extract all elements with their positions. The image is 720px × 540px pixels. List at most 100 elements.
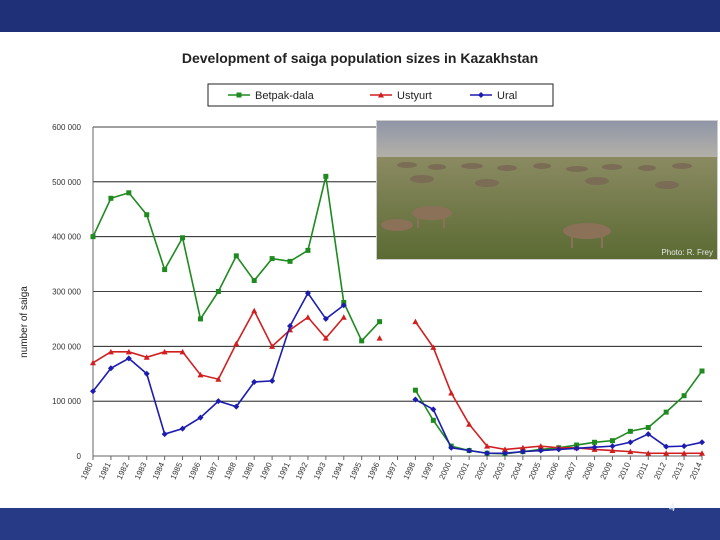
- x-tick-label: 1995: [348, 461, 364, 481]
- data-point-ustyurt: [663, 450, 670, 456]
- data-point-ural: [484, 450, 491, 457]
- legend-label: Ural: [497, 90, 517, 102]
- x-tick-label: 2000: [437, 461, 453, 481]
- data-point-ustyurt: [90, 359, 96, 366]
- data-point-betpak-dala: [197, 316, 203, 322]
- x-tick-label: 2001: [455, 461, 471, 481]
- chart-legend: Betpak-dala Ustyurt Ural: [207, 83, 554, 107]
- series-ural: [90, 290, 705, 457]
- data-point-ural: [233, 403, 240, 410]
- data-point-ural: [287, 323, 294, 330]
- data-point-ural: [215, 398, 222, 405]
- slide-body: [0, 32, 720, 508]
- x-tick-label: 2004: [509, 461, 525, 481]
- data-point-ustyurt: [627, 448, 634, 455]
- data-point-betpak-dala: [609, 438, 615, 444]
- legend-item-betpak-dala: Betpak-dala: [228, 90, 315, 102]
- data-point-ural: [681, 443, 688, 450]
- data-point-ural: [501, 450, 508, 457]
- y-tick-label: 300 000: [52, 288, 81, 297]
- data-point-ustyurt: [484, 443, 491, 449]
- data-point-betpak-dala: [699, 368, 705, 374]
- x-tick-label: 1993: [312, 461, 328, 481]
- x-tick-label: 1990: [258, 461, 274, 481]
- data-point-betpak-dala: [215, 289, 221, 294]
- legend-marker: [378, 92, 384, 98]
- data-point-ural: [609, 443, 616, 450]
- x-tick-label: 2006: [545, 461, 561, 481]
- data-point-ural: [448, 444, 455, 451]
- data-point-ural: [663, 443, 670, 450]
- y-tick-label: 100 000: [52, 397, 81, 406]
- y-tick-label: 0: [77, 452, 82, 461]
- data-point-betpak-dala: [162, 267, 168, 273]
- data-point-betpak-dala: [412, 387, 418, 393]
- legend-label: Ustyurt: [397, 90, 432, 102]
- data-point-ustyurt: [681, 450, 688, 456]
- data-point-betpak-dala: [287, 258, 293, 264]
- data-point-ural: [412, 396, 419, 403]
- saiga-herd-photo-icon: Photo: R. Frey: [377, 121, 717, 259]
- data-point-ural: [197, 414, 204, 421]
- x-tick-label: 1989: [240, 461, 256, 481]
- data-point-ural: [645, 431, 652, 438]
- data-point-betpak-dala: [269, 256, 275, 262]
- chart-title: Development of saiga population sizes in…: [182, 50, 538, 66]
- data-point-ustyurt: [699, 450, 705, 456]
- y-tick-labels: 0 100 000 200 000 300 000 400 000 500 000 600 …: [52, 123, 81, 461]
- data-point-ural: [627, 439, 634, 446]
- saiga-population-chart: Development of saiga population sizes in…: [19, 50, 705, 481]
- photo-credit: Photo: R. Frey: [661, 248, 713, 257]
- data-point-ustyurt: [322, 335, 329, 341]
- data-point-betpak-dala: [323, 173, 329, 179]
- data-point-ural: [269, 377, 276, 384]
- top-frame-bar: [0, 0, 720, 32]
- data-point-ustyurt: [161, 348, 168, 355]
- x-tick-label: 1999: [419, 461, 435, 481]
- data-point-ural: [90, 388, 96, 395]
- data-point-ustyurt: [519, 444, 526, 451]
- x-tick-label: 1985: [169, 461, 185, 481]
- data-point-ural: [125, 355, 132, 362]
- saiga-herd-photo: Photo: R. Frey: [376, 120, 718, 260]
- x-tick-label: 2014: [688, 461, 704, 481]
- legend-label: Betpak-dala: [255, 90, 315, 102]
- data-point-ustyurt: [609, 447, 616, 454]
- data-point-ustyurt: [537, 443, 544, 449]
- series-line-ustyurt: [414, 321, 702, 455]
- data-point-ural: [322, 315, 329, 322]
- data-point-ural: [519, 448, 526, 455]
- data-point-ural: [466, 447, 473, 454]
- chart-series: [90, 173, 705, 457]
- y-tick-label: 200 000: [52, 342, 81, 351]
- data-point-ural: [143, 370, 150, 377]
- x-tick-label: 2005: [527, 461, 543, 481]
- legend-item-ural: Ural: [470, 90, 517, 102]
- data-point-ural: [430, 406, 437, 413]
- data-point-ural: [161, 431, 168, 438]
- x-tick-label: 2009: [599, 461, 615, 481]
- data-point-ustyurt: [466, 421, 473, 427]
- bottom-frame-bar: [0, 508, 720, 540]
- data-point-betpak-dala: [359, 338, 365, 344]
- data-point-betpak-dala: [126, 190, 132, 196]
- data-point-ustyurt: [143, 354, 150, 360]
- data-point-betpak-dala: [663, 409, 669, 415]
- x-tick-label: 2012: [652, 461, 668, 481]
- data-point-ustyurt: [304, 314, 311, 320]
- data-point-betpak-dala: [90, 234, 96, 240]
- data-point-betpak-dala: [251, 278, 257, 284]
- data-point-ustyurt: [412, 318, 419, 325]
- data-point-betpak-dala: [108, 195, 114, 201]
- x-tick-label: 1981: [97, 461, 113, 481]
- data-point-betpak-dala: [180, 235, 186, 241]
- data-point-betpak-dala: [681, 393, 687, 399]
- data-point-betpak-dala: [305, 247, 311, 253]
- data-point-ural: [573, 445, 580, 452]
- x-tick-label: 1994: [330, 461, 346, 481]
- x-tick-label: 1992: [294, 461, 310, 481]
- x-tick-label: 2007: [563, 461, 579, 481]
- data-point-ustyurt: [233, 340, 240, 347]
- x-tick-label: 2010: [616, 461, 632, 481]
- x-tick-label: 2002: [473, 461, 489, 481]
